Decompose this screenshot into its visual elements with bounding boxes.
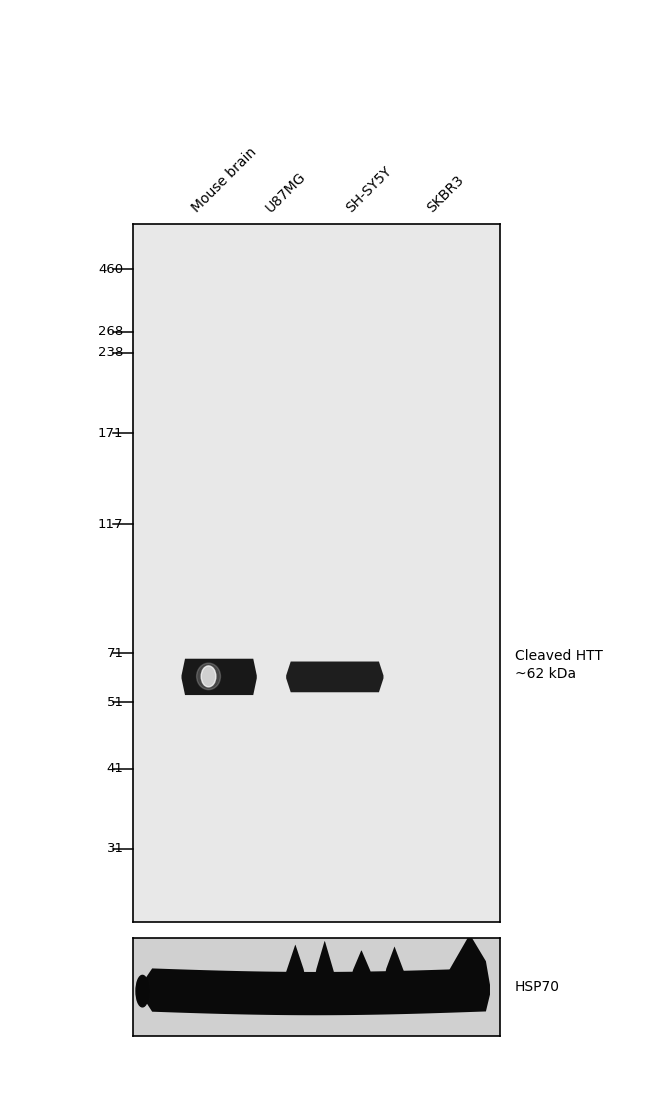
Text: HSP70: HSP70 (515, 980, 560, 994)
Text: 171: 171 (98, 427, 124, 439)
Text: 238: 238 (98, 347, 124, 359)
Text: Cleaved HTT
~62 kDa: Cleaved HTT ~62 kDa (515, 650, 603, 681)
Text: SKBR3: SKBR3 (424, 172, 467, 215)
Text: 117: 117 (98, 518, 124, 531)
Ellipse shape (196, 663, 220, 690)
Text: 268: 268 (98, 325, 124, 339)
Text: U87MG: U87MG (263, 169, 309, 215)
Text: 71: 71 (107, 647, 124, 660)
Text: 460: 460 (98, 263, 124, 275)
Text: 31: 31 (107, 843, 124, 855)
Text: SH-SY5Y: SH-SY5Y (344, 163, 395, 215)
Text: Mouse brain: Mouse brain (189, 144, 259, 215)
Ellipse shape (136, 975, 149, 1007)
Text: 51: 51 (107, 695, 124, 709)
Ellipse shape (202, 666, 216, 686)
Text: 41: 41 (107, 762, 124, 775)
